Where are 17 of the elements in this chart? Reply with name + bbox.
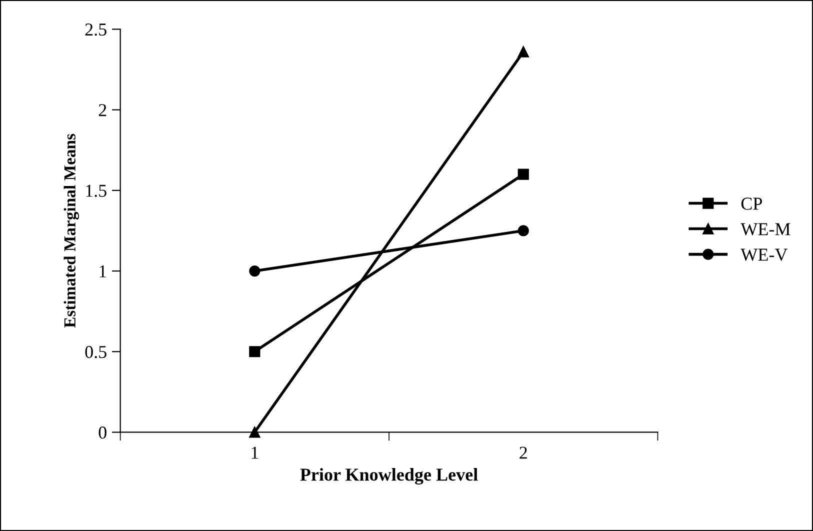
y-tick-label: 1.5	[86, 184, 106, 197]
legend-label: WE-M	[740, 223, 790, 236]
y-tick-label: 2	[98, 104, 106, 116]
x-axis-title: Prior Knowledge Level	[300, 468, 478, 485]
legend-label: WE-V	[740, 248, 788, 261]
y-tick-label: 0.5	[85, 346, 106, 358]
y-tick-label: 2.5	[85, 24, 106, 36]
point	[518, 46, 529, 58]
point	[518, 225, 529, 236]
point	[249, 346, 260, 358]
y-axis-title: Estimated Marginal Means	[64, 134, 80, 328]
point	[249, 265, 260, 277]
point	[518, 168, 529, 180]
point	[249, 426, 260, 438]
y-tick-label: 0	[98, 426, 106, 439]
y-tick-label: 1	[100, 265, 106, 278]
legend-label: CP	[741, 198, 762, 210]
